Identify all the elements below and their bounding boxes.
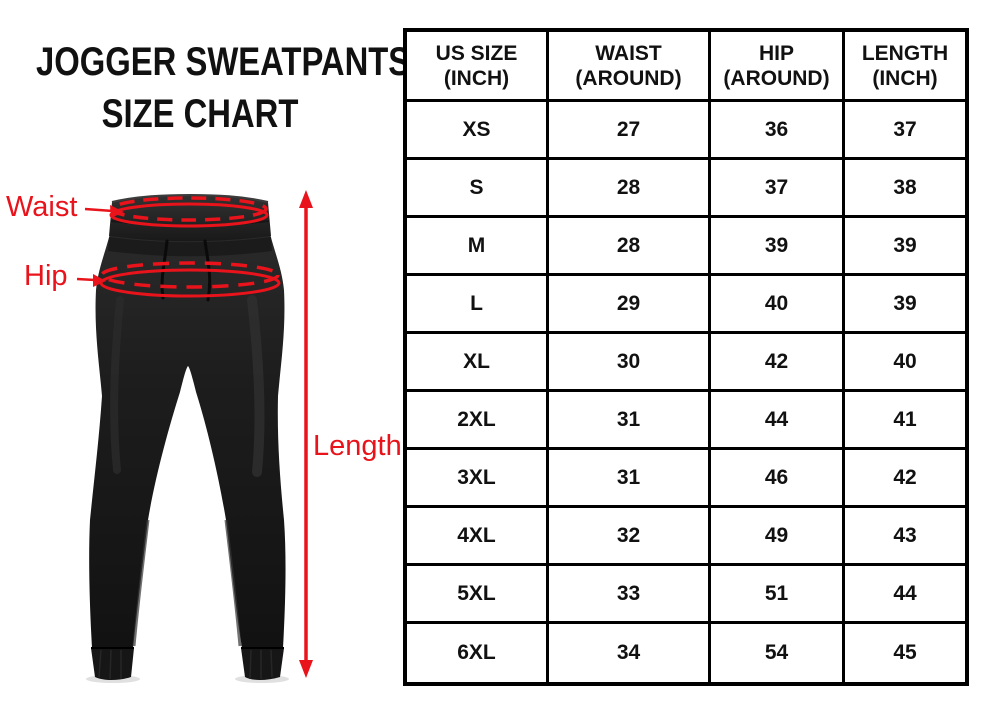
hip-ellipse-dashed (100, 261, 280, 289)
waist-arrowhead (110, 205, 124, 218)
header-length: LENGTH (INCH) (845, 32, 965, 102)
cell-size: 3XL (407, 450, 549, 508)
cell-size: 6XL (407, 624, 549, 682)
cell-hip: 40 (711, 276, 845, 334)
cell-waist: 28 (549, 160, 711, 218)
page-title-line2: SIZE CHART (101, 92, 299, 136)
header-us-size: US SIZE (INCH) (407, 32, 549, 102)
cell-hip: 49 (711, 508, 845, 566)
header-line: (INCH) (443, 66, 510, 90)
cell-waist: 31 (549, 392, 711, 450)
length-label: Length (313, 430, 402, 462)
fabric-highlight (110, 296, 124, 474)
cell-waist: 30 (549, 334, 711, 392)
cuff-ribs (98, 649, 273, 680)
cell-length: 42 (845, 450, 965, 508)
hip-label: Hip (24, 260, 68, 292)
length-arrowhead-top (299, 190, 313, 208)
jogger-pants-image (76, 190, 313, 683)
cell-size: L (407, 276, 549, 334)
cell-waist: 34 (549, 624, 711, 682)
cell-length: 43 (845, 508, 965, 566)
cell-length: 45 (893, 641, 917, 664)
drawcord-channel (108, 237, 272, 257)
size-table: US SIZE (INCH) WAIST (AROUND) HIP (AROUN… (403, 28, 969, 686)
fabric-highlight (247, 295, 265, 477)
waist-arrow (84, 207, 114, 213)
header-line: (AROUND) (723, 66, 830, 90)
header-line: (INCH) (872, 66, 938, 90)
cell-size: S (407, 160, 549, 218)
cell-waist: 28 (549, 218, 711, 276)
waist-label: Waist (6, 191, 78, 223)
length-arrowhead-bottom (299, 660, 313, 678)
cuff-right (241, 648, 284, 680)
hip-arrowhead (93, 274, 106, 287)
cell-waist: 29 (549, 276, 711, 334)
cell-length: 41 (845, 392, 965, 450)
cell-waist: 32 (549, 508, 711, 566)
cell-length: 37 (845, 102, 965, 160)
hip-arrow (76, 277, 96, 282)
cell-waist: 27 (549, 102, 711, 160)
size-table-body: XS 27 36 37 S 28 37 38 M 28 39 39 L 29 40 39 XL 30 42 40 2XL… (407, 102, 965, 682)
header-hip: HIP (AROUND) (711, 32, 845, 102)
page-title: JOGGER SWEATPANTS SIZE CHART (0, 36, 411, 140)
cell-length: 39 (845, 276, 965, 334)
cell-waist: 31 (549, 450, 711, 508)
table-row: L 29 40 39 (407, 276, 965, 334)
cell-length: 38 (845, 160, 965, 218)
table-row: XS 27 36 37 (407, 102, 965, 160)
cell-waist: 33 (549, 566, 711, 624)
fabric-highlight (132, 519, 150, 647)
cell-size: 4XL (407, 508, 549, 566)
cell-hip: 46 (711, 450, 845, 508)
cell-hip: 36 (711, 102, 845, 160)
cell-hip: 39 (711, 218, 845, 276)
table-row: 6XL 34 54 45 (407, 624, 965, 682)
cell-length: 40 (845, 334, 965, 392)
cell-length: 39 (845, 218, 965, 276)
header-line: LENGTH (861, 41, 949, 65)
page-title-line1: JOGGER SWEATPANTS (36, 40, 411, 84)
fabric-highlight (224, 519, 242, 647)
table-row: M 28 39 39 (407, 218, 965, 276)
cell-size: XL (407, 334, 549, 392)
cell-size: 5XL (407, 566, 549, 624)
header-line: HIP (758, 41, 794, 65)
cell-hip: 54 (711, 624, 845, 682)
pants-body (89, 234, 286, 648)
table-row: 2XL 31 44 41 (407, 392, 965, 450)
cell-length: 44 (845, 566, 965, 624)
waistband-top-edge (111, 193, 269, 203)
table-row: S 28 37 38 (407, 160, 965, 218)
cell-hip: 42 (711, 334, 845, 392)
cell-size: M (407, 218, 549, 276)
header-line: WAIST (595, 41, 662, 65)
cell-hip: 44 (711, 392, 845, 450)
table-row: 3XL 31 46 42 (407, 450, 965, 508)
header-waist: WAIST (AROUND) (549, 32, 711, 102)
cell-size: XS (407, 102, 549, 160)
header-line: (AROUND) (575, 66, 682, 90)
table-row: 4XL 32 49 43 (407, 508, 965, 566)
diagram-panel: JOGGER SWEATPANTS SIZE CHART Waist Hip L… (0, 0, 411, 705)
cell-hip: 51 (711, 566, 845, 624)
table-row: XL 30 42 40 (407, 334, 965, 392)
cell-size: 2XL (407, 392, 549, 450)
table-row: 5XL 33 51 44 (407, 566, 965, 624)
cell-hip: 37 (711, 160, 845, 218)
table-header-row: US SIZE (INCH) WAIST (AROUND) HIP (AROUN… (407, 32, 965, 102)
header-line: US SIZE (435, 41, 518, 65)
cuff-left (91, 648, 134, 680)
